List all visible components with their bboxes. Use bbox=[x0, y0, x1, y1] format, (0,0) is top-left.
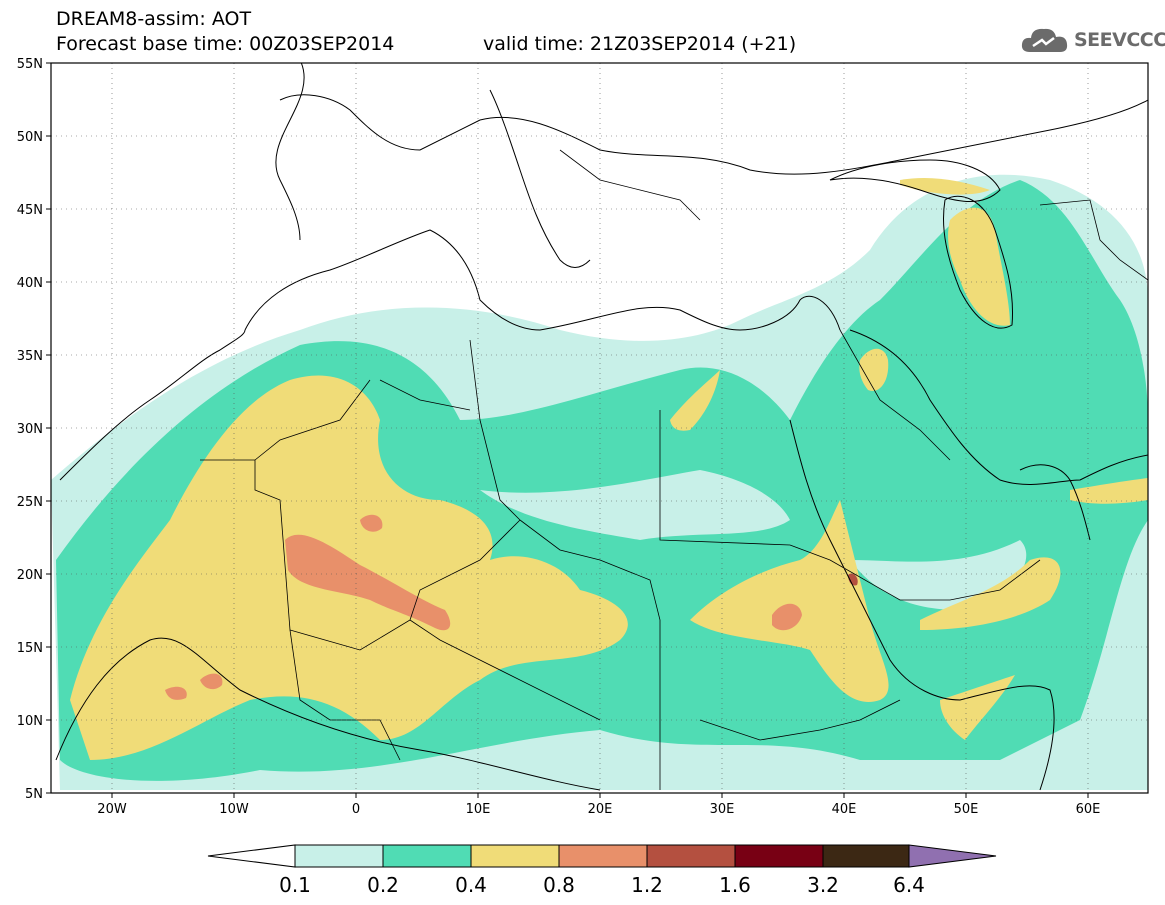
lon-label: 10E bbox=[466, 802, 491, 817]
colorbar-label: 0.1 bbox=[279, 873, 311, 897]
seevccc-logo: SEEVCCC bbox=[1020, 24, 1165, 56]
aot-band-0-8-guinea bbox=[165, 686, 187, 700]
lon-label: 20W bbox=[97, 802, 127, 817]
lat-label: 25N bbox=[17, 495, 43, 510]
colorbar-swatch bbox=[470, 844, 560, 868]
aot-band-0-4-caspian bbox=[948, 207, 1010, 326]
aot-band-1-2 bbox=[848, 573, 858, 586]
cloud-icon bbox=[1021, 28, 1068, 52]
logo-text: SEEVCCC bbox=[1074, 29, 1165, 51]
colorbar-label: 1.6 bbox=[719, 873, 751, 897]
forecast-base-time: Forecast base time: 00Z03SEP2014 bbox=[56, 33, 395, 55]
longitude-labels: 20W 10W 0 10E 20E 30E 40E 50E 60E bbox=[97, 802, 1100, 817]
lat-label: 5N bbox=[25, 787, 43, 802]
colorbar-label: 0.2 bbox=[367, 873, 399, 897]
aot-band-0-4-iraq bbox=[859, 348, 889, 391]
aot-hole-north bbox=[480, 470, 790, 540]
aot-band-0-4-sudan bbox=[690, 500, 889, 702]
lon-label: 0 bbox=[352, 802, 360, 817]
lon-label: 60E bbox=[1076, 802, 1101, 817]
lat-label: 10N bbox=[17, 714, 43, 729]
latitude-labels: 55N 50N 45N 40N 35N 30N 25N 20N 15N 10N … bbox=[17, 57, 43, 802]
colorbar-high-arrow bbox=[908, 844, 997, 868]
lat-label: 15N bbox=[17, 641, 43, 656]
lat-label: 40N bbox=[17, 276, 43, 291]
tick-marks bbox=[46, 62, 1089, 798]
lon-label: 40E bbox=[832, 802, 857, 817]
colorbar-swatch bbox=[382, 844, 472, 868]
colorbar-label: 3.2 bbox=[807, 873, 839, 897]
lat-label: 55N bbox=[17, 57, 43, 72]
colorbar-low-arrow bbox=[207, 844, 296, 868]
lat-label: 50N bbox=[17, 130, 43, 145]
colorbar-label: 1.2 bbox=[631, 873, 663, 897]
colorbar-swatch bbox=[646, 844, 736, 868]
aot-field bbox=[51, 174, 1148, 790]
lat-label: 30N bbox=[17, 422, 43, 437]
colorbar-label: 0.8 bbox=[543, 873, 575, 897]
aot-band-0-4-gulf bbox=[1070, 478, 1148, 504]
colorbar-swatch bbox=[294, 844, 384, 868]
colorbar-swatch bbox=[822, 844, 910, 868]
graticule bbox=[51, 63, 1148, 793]
aot-band-0-8-mauritania bbox=[360, 514, 383, 532]
valid-time: valid time: 21Z03SEP2014 (+21) bbox=[483, 33, 797, 55]
lat-label: 20N bbox=[17, 568, 43, 583]
lat-label: 35N bbox=[17, 349, 43, 364]
aot-band-0-8-sahara bbox=[285, 534, 451, 631]
aot-band-0-4-arabia bbox=[920, 557, 1061, 630]
lon-label: 30E bbox=[710, 802, 735, 817]
coastlines bbox=[55, 63, 1148, 791]
colorbar-label: 0.4 bbox=[455, 873, 487, 897]
aot-band-0-8-sudan bbox=[772, 603, 802, 631]
aot-band-0-8-senegal bbox=[200, 673, 223, 690]
colorbar-swatch bbox=[734, 844, 824, 868]
lat-label: 45N bbox=[17, 203, 43, 218]
lon-label: 20E bbox=[588, 802, 613, 817]
country-borders bbox=[200, 149, 1148, 790]
colorbar: 0.1 0.2 0.4 0.8 1.2 1.6 3.2 6.4 bbox=[207, 844, 997, 897]
lon-label: 50E bbox=[954, 802, 979, 817]
lon-label: 10W bbox=[219, 802, 249, 817]
colorbar-label: 6.4 bbox=[893, 873, 925, 897]
aot-band-0-4-egypt bbox=[670, 370, 720, 431]
colorbar-swatch bbox=[558, 844, 648, 868]
map-title: DREAM8-assim: AOT bbox=[56, 8, 252, 30]
